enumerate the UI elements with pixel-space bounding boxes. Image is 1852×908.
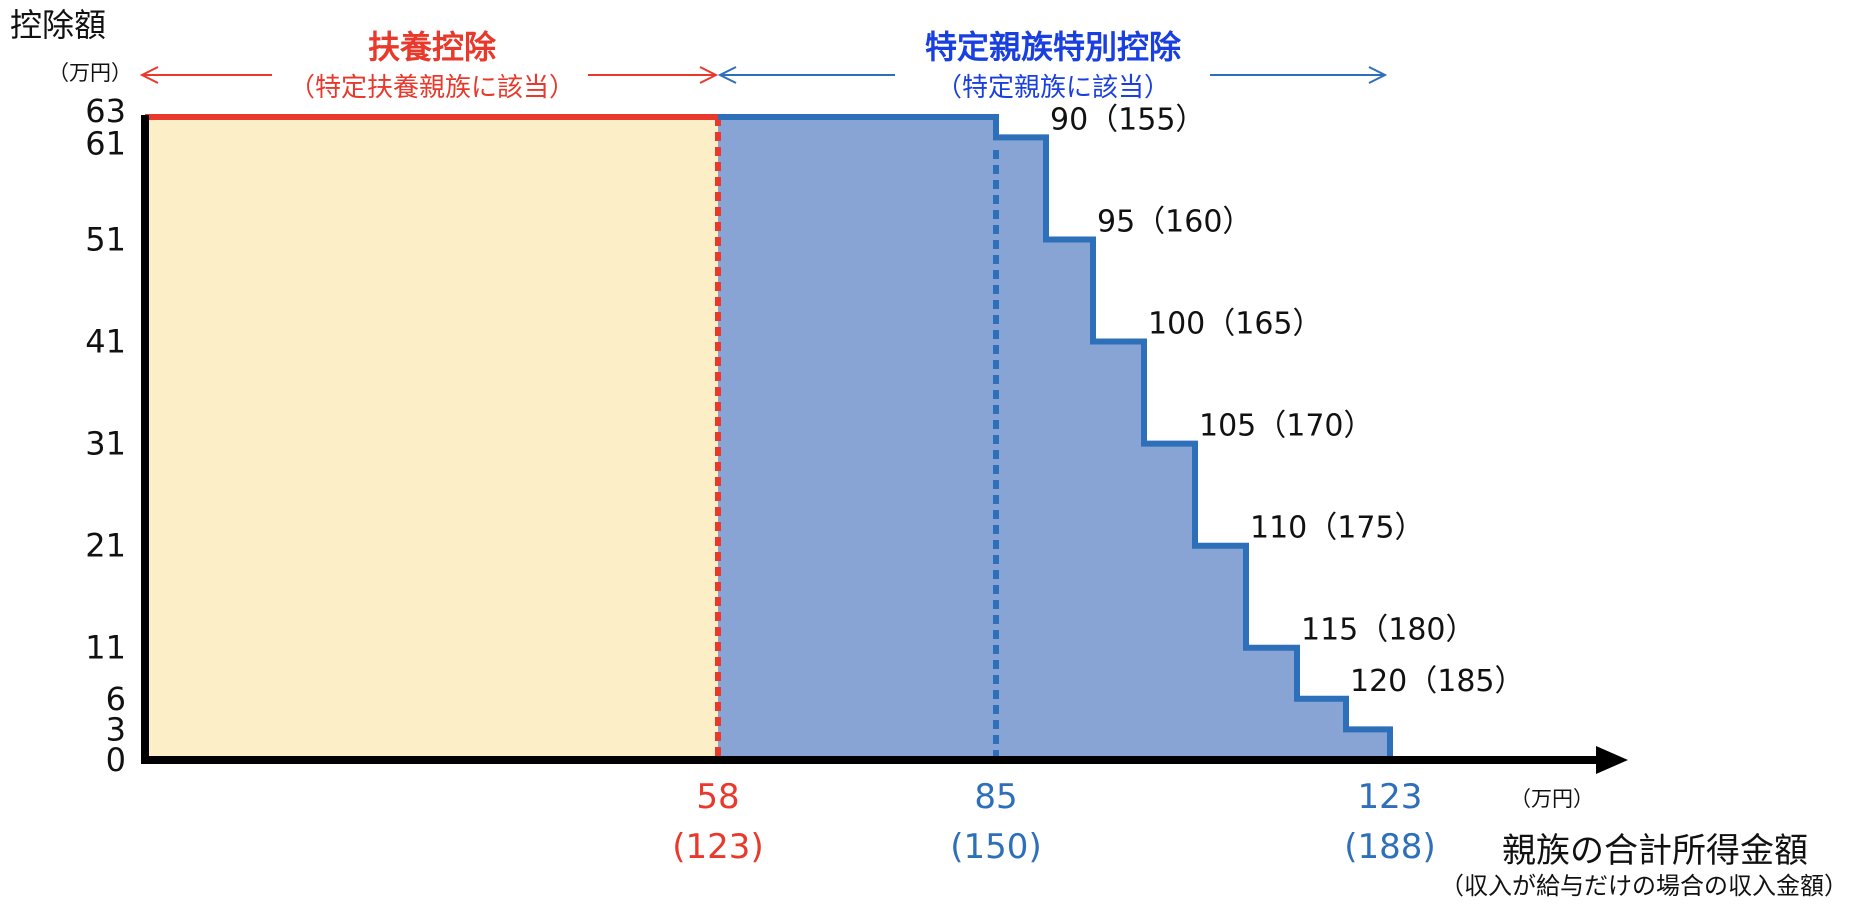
x-axis-arrowhead (1596, 746, 1628, 774)
y-tick-label: 3 (106, 710, 126, 748)
y-tick-label: 63 (85, 92, 126, 130)
y-tick-label: 41 (85, 323, 126, 361)
x-tick-label: 123 (1358, 777, 1423, 817)
dependent-deduction-note: （特定扶養親族に該当） (289, 73, 575, 103)
y-tick-label: 0 (106, 741, 126, 779)
x-axis-unit: （万円） (1510, 787, 1594, 811)
dependent-deduction-area (145, 117, 718, 760)
specific-deduction-note: （特定親族に該当） (936, 73, 1170, 103)
y-axis-title: 控除額 (10, 6, 106, 44)
y-tick-label: 31 (85, 425, 126, 463)
x-tick-label: 58 (696, 777, 739, 817)
step-threshold-labels: 90（155） 95（160） 100（165） 105（170） 110（175） 11… (1050, 102, 1525, 698)
x-tick-sublabel: (150) (950, 827, 1041, 867)
step-label: 115（180） (1301, 613, 1476, 648)
specific-deduction-title: 特定親族特別控除 (925, 28, 1182, 66)
step-label: 105（170） (1199, 409, 1374, 444)
y-tick-label: 21 (85, 527, 126, 565)
step-label: 120（185） (1350, 664, 1525, 699)
y-tick-label: 51 (85, 220, 126, 258)
x-tick-label: 85 (974, 777, 1017, 817)
step-label: 110（175） (1250, 511, 1425, 546)
x-tick-sublabel: (123) (672, 827, 763, 867)
y-tick-label: 11 (85, 629, 126, 667)
y-tick-label: 6 (106, 680, 126, 718)
specific-deduction-area (718, 117, 1468, 760)
x-tick-labels: 58 (123) 85 (150) 123 (188) (672, 777, 1435, 867)
step-label: 100（165） (1148, 307, 1323, 342)
x-axis-title: 親族の合計所得金額 (1502, 831, 1808, 871)
y-tick-label: 61 (85, 124, 126, 162)
x-tick-sublabel: (188) (1344, 827, 1435, 867)
x-axis-subtitle: （収入が給与だけの場合の収入金額） (1440, 872, 1848, 900)
y-axis-unit: （万円） (48, 61, 132, 85)
step-label: 90（155） (1050, 102, 1205, 137)
dependent-deduction-title: 扶養控除 (368, 28, 497, 66)
specific-deduction-step-line (718, 114, 1468, 763)
step-label: 95（160） (1097, 204, 1252, 239)
